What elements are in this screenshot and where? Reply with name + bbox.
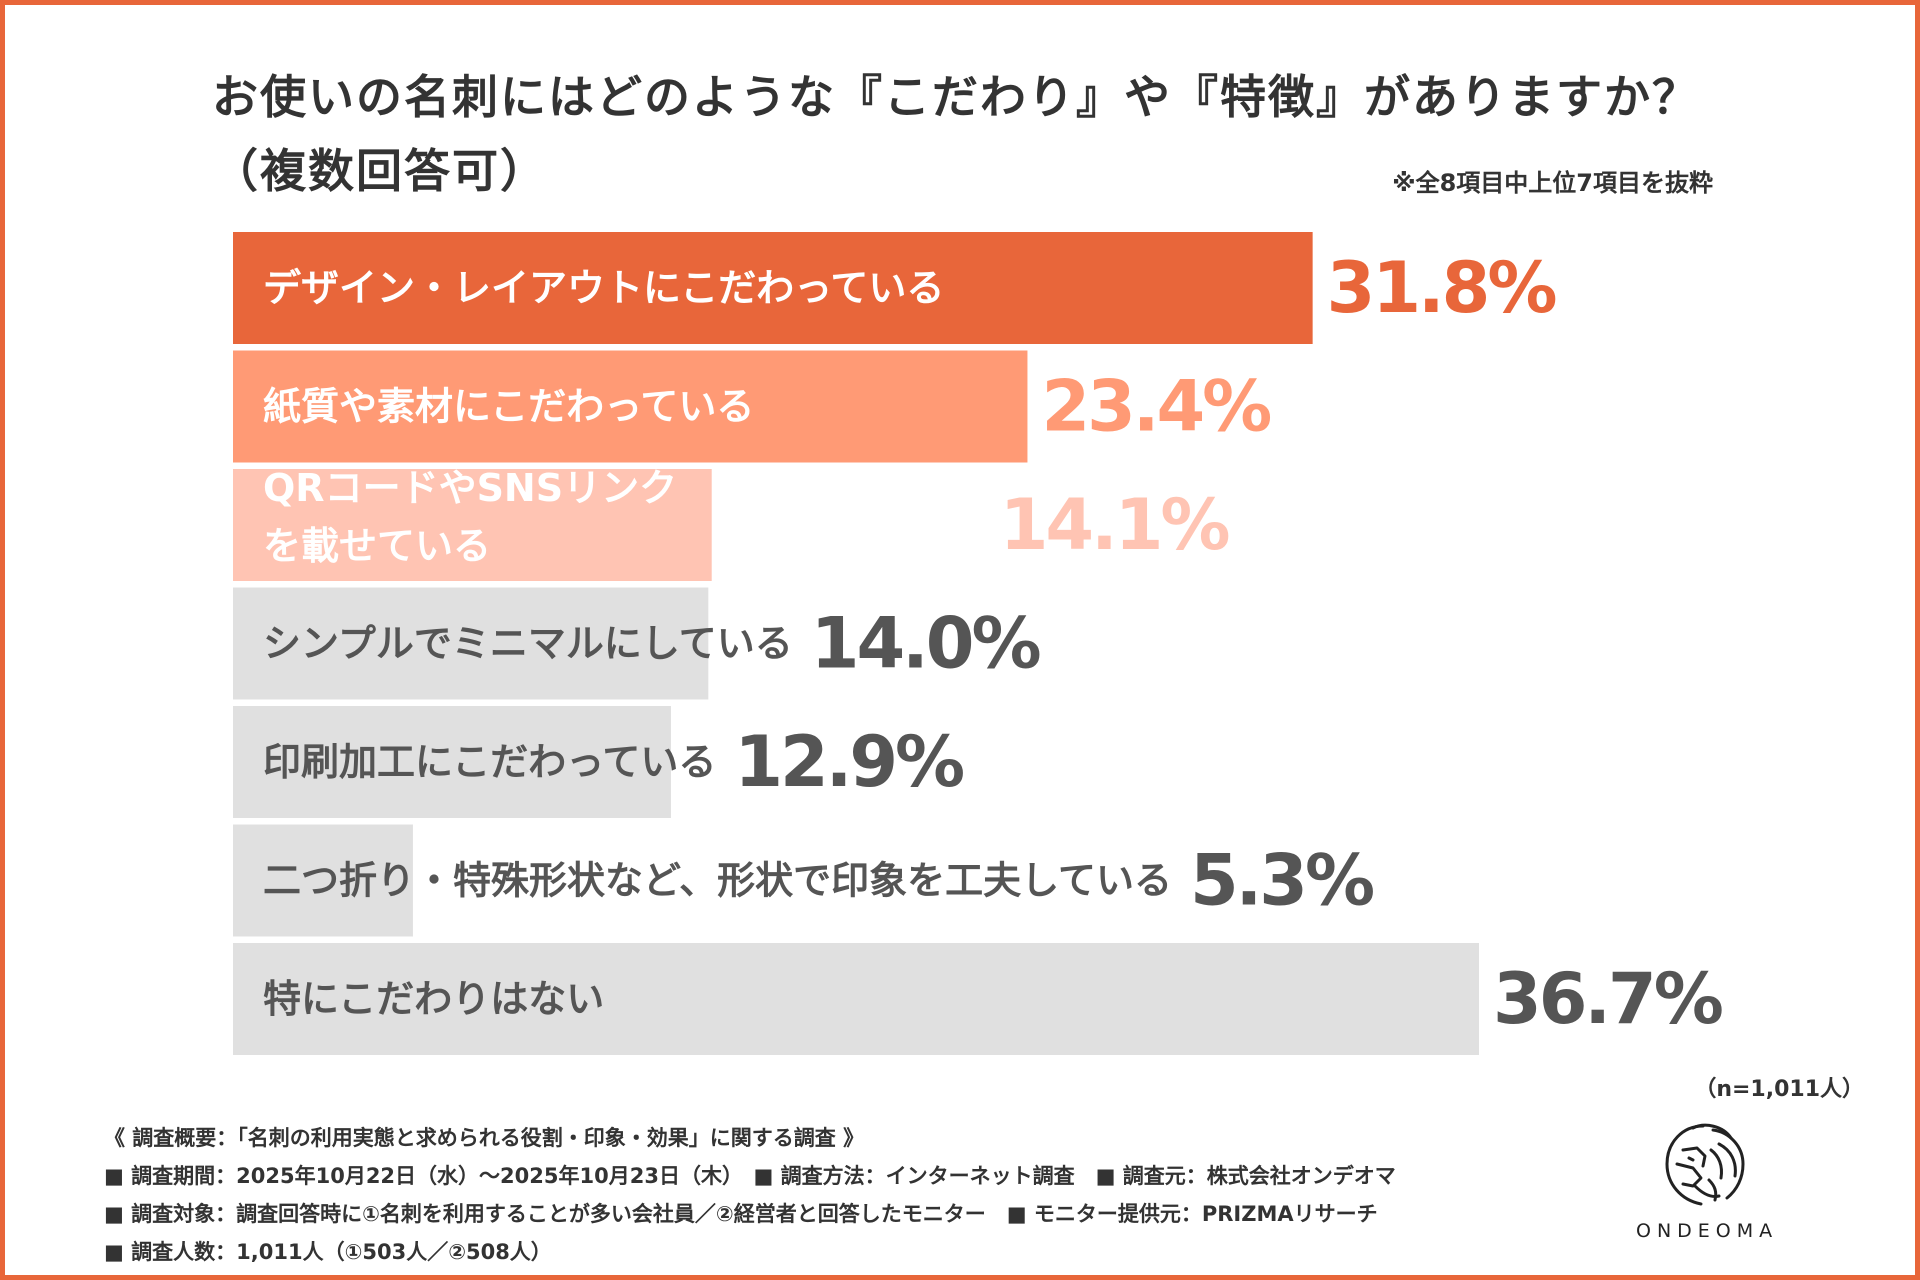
bar: [233, 587, 709, 700]
category-label: デザイン・レイアウトにこだわっている: [263, 266, 944, 310]
survey-line-period: ■ 調査期間：2025年10月22日（水）〜2025年10月23日（木） ■ 調…: [104, 1164, 1396, 1188]
category-label: QRコードやSNSリンク: [263, 466, 677, 510]
bar-group: 二つ折り・特殊形状など、形状で印象を工夫している: [233, 824, 1172, 937]
chart-title-line1: お使いの名刺にはどのような『こだわり』や『特徴』がありますか？: [212, 70, 1700, 124]
chart-title: お使いの名刺にはどのような『こだわり』や『特徴』がありますか？ （複数回答可）: [212, 60, 1700, 208]
bar: [233, 469, 712, 581]
value-label: 5.3%: [1190, 840, 1373, 922]
survey-line-target: ■ 調査対象：調査回答時に①名刺を利用することが多い会社員／②経営者と回答したモ…: [104, 1202, 1378, 1226]
sample-size-note: （n=1,011人）: [1694, 1077, 1864, 1102]
lion-head-icon: [1665, 1123, 1745, 1206]
bar-group: デザイン・レイアウトにこだわっている: [233, 232, 1313, 344]
category-label: シンプルでミニマルにしている: [263, 622, 793, 666]
survey-line-count: ■ 調査人数：1,011人（①503人／②508人）: [104, 1240, 552, 1264]
bar: [233, 706, 671, 818]
value-label: 14.1%: [1000, 484, 1229, 566]
bar-group: 印刷加工にこだわっている: [233, 706, 716, 818]
bar: [233, 232, 1313, 344]
survey-overview: 《 調査概要：「名刺の利用実態と求められる役割・印象・効果」に関する調査 》 ■…: [104, 1119, 1396, 1271]
value-label: 36.7%: [1493, 958, 1722, 1040]
survey-line-title: 《 調査概要：「名刺の利用実態と求められる役割・印象・効果」に関する調査 》: [104, 1126, 865, 1150]
value-label: 23.4%: [1041, 366, 1270, 448]
brand-name: ONDEOMA: [1636, 1220, 1779, 1242]
bar: [233, 824, 413, 937]
category-label: を載せている: [263, 524, 491, 568]
bar: [233, 943, 1479, 1055]
value-label: 14.0%: [811, 603, 1040, 685]
bar-group: 紙質や素材にこだわっている: [233, 350, 1028, 463]
excerpt-note: ※全8項目中上位7項目を抜粋: [1392, 169, 1713, 197]
value-label: 31.8%: [1327, 247, 1556, 329]
value-label: 12.9%: [734, 721, 963, 803]
bar: [233, 350, 1028, 463]
brand-logo: ONDEOMA: [1636, 1120, 1779, 1242]
bar-group: 特にこだわりはない: [233, 943, 1479, 1055]
bar-group: シンプルでミニマルにしている: [233, 587, 793, 700]
category-label: 紙質や素材にこだわっている: [263, 385, 754, 429]
chart-title-line2: （複数回答可）: [212, 144, 548, 198]
category-label: 二つ折り・特殊形状など、形状で印象を工夫している: [263, 859, 1172, 903]
category-label: 印刷加工にこだわっている: [263, 740, 716, 784]
category-label: 特にこだわりはない: [263, 977, 604, 1021]
